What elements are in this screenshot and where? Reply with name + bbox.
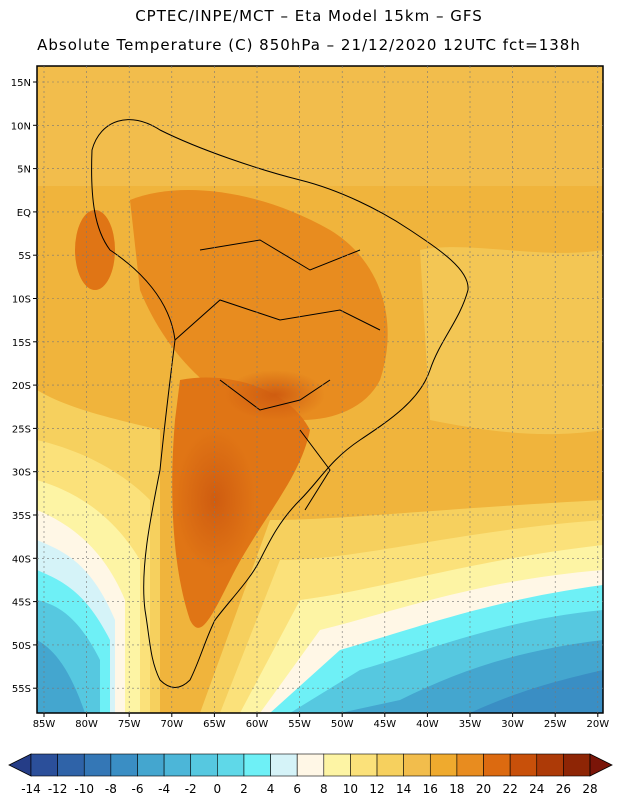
colorbar-label: 12	[369, 782, 384, 796]
latitude-label: 10N	[11, 121, 31, 132]
longitude-label: 75W	[118, 719, 141, 730]
colorbar-label: 24	[529, 782, 544, 796]
colorbar-label: 6	[293, 782, 301, 796]
coastlines	[91, 119, 469, 688]
colorbar-label: 4	[267, 782, 275, 796]
colorbar-swatch	[456, 753, 484, 777]
colorbar-swatch	[509, 753, 538, 777]
latitude-label: EQ	[17, 208, 31, 219]
latitude-label: 55S	[12, 684, 31, 695]
colorbar-label: -4	[158, 782, 170, 796]
longitude-label: 20W	[586, 719, 609, 730]
latitude-label: 20S	[12, 381, 31, 392]
colorbar-label: 20	[476, 782, 491, 796]
colorbar-swatch	[429, 753, 458, 777]
longitude-label: 35W	[459, 719, 482, 730]
colorbar-label: -12	[48, 782, 68, 796]
colorbar-swatch	[30, 753, 58, 777]
colorbar-swatch	[563, 753, 591, 777]
latitude-label: 45S	[12, 598, 31, 609]
colorbar-swatch	[270, 753, 298, 777]
latitude-axis: 15N 10N 5N EQ 5S 10S 15S 20S 25S 30S 35S 40S 45S 50S 5…	[11, 78, 37, 695]
latitude-label: 50S	[12, 641, 31, 652]
colorbar-swatch	[137, 753, 165, 777]
longitude-label: 25W	[544, 719, 567, 730]
latitude-label: 40S	[12, 554, 31, 565]
colorbar-label: 2	[240, 782, 248, 796]
colorbar-label: 18	[449, 782, 464, 796]
colorbar-swatch	[243, 753, 271, 777]
longitude-label: 50W	[331, 719, 354, 730]
colorbar-swatch	[57, 753, 85, 777]
colorbar-swatch	[190, 753, 218, 777]
colorbar-label: 0	[214, 782, 222, 796]
graticule	[37, 66, 603, 713]
colorbar-swatch	[163, 753, 192, 777]
colorbar-label: 16	[423, 782, 438, 796]
colorbar-label: 22	[503, 782, 518, 796]
latitude-label: 15S	[12, 338, 31, 349]
latitude-label: 5N	[17, 165, 31, 176]
colorbar-label: -6	[131, 782, 143, 796]
colorbar-label: -10	[74, 782, 94, 796]
colorbar-swatch	[323, 753, 351, 777]
map-title-line2: Absolute Temperature (C) 850hPa – 21/12/…	[37, 36, 581, 54]
colorbar-label: 14	[396, 782, 411, 796]
colorbar-swatch	[83, 753, 112, 777]
colorbar-label: -8	[105, 782, 117, 796]
latitude-label: 15N	[11, 78, 31, 89]
colorbar-swatch	[403, 753, 431, 777]
colorbar-label: 8	[320, 782, 328, 796]
longitude-label: 45W	[373, 719, 396, 730]
colorbar-swatch	[110, 753, 138, 777]
colorbar-under-triangle	[8, 753, 32, 777]
colorbar-over-triangle	[589, 753, 613, 777]
latitude-label: 5S	[18, 251, 31, 262]
longitude-axis: 85W 80W 75W 70W 65W 60W 55W 50W 45W 40W 35W 30W 25W 2…	[33, 713, 609, 730]
longitude-label: 85W	[33, 719, 56, 730]
colorbar-label: 26	[556, 782, 571, 796]
map-frame	[36, 65, 604, 714]
longitude-label: 40W	[416, 719, 439, 730]
longitude-label: 30W	[501, 719, 524, 730]
colorbar-label: -2	[185, 782, 197, 796]
colorbar-label: 28	[582, 782, 597, 796]
longitude-label: 65W	[203, 719, 226, 730]
colorbar: -14 -12 -10 -8 -6 -4 -2 0 2 4 6 8 10 12 14 16 18 20 22 24 26…	[8, 753, 613, 796]
latitude-label: 35S	[12, 511, 31, 522]
colorbar-swatch	[483, 753, 511, 777]
colorbar-swatch	[296, 753, 325, 777]
colorbar-swatch	[350, 753, 378, 777]
latitude-label: 30S	[12, 468, 31, 479]
colorbar-swatch	[217, 753, 245, 777]
colorbar-label: -14	[21, 782, 41, 796]
colorbar-swatch	[536, 753, 564, 777]
colorbar-label: 10	[343, 782, 358, 796]
longitude-label: 60W	[246, 719, 269, 730]
map-title-line1: CPTEC/INPE/MCT – Eta Model 15km – GFS	[135, 7, 483, 25]
temperature-field	[37, 66, 603, 713]
longitude-label: 70W	[160, 719, 183, 730]
longitude-label: 55W	[288, 719, 311, 730]
longitude-label: 80W	[75, 719, 98, 730]
latitude-label: 25S	[12, 424, 31, 435]
colorbar-swatch	[376, 753, 404, 777]
latitude-label: 10S	[12, 295, 31, 306]
